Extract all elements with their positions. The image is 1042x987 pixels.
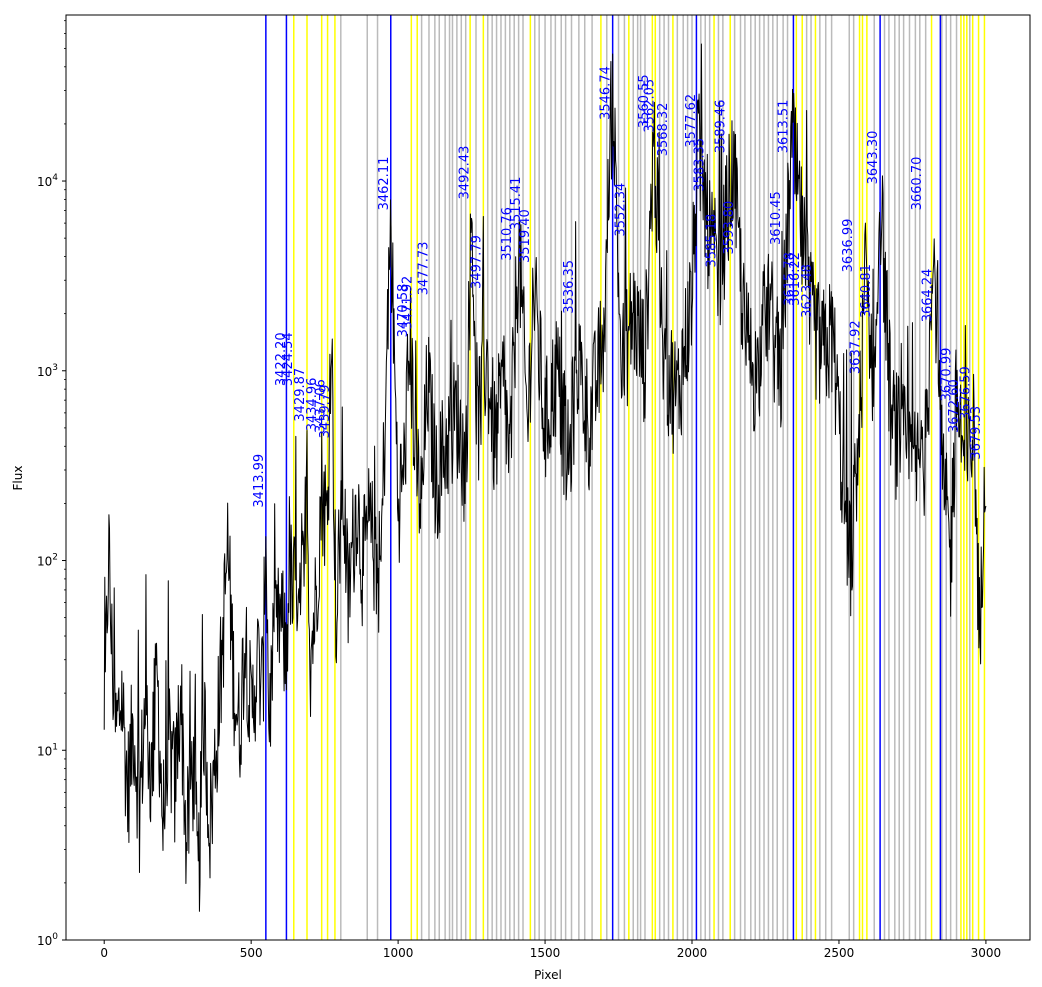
- x-tick-label: 1500: [530, 946, 561, 960]
- line-label: 3536.35: [562, 260, 577, 314]
- x-tick-label: 0: [100, 946, 108, 960]
- line-label: 3593.80: [722, 201, 737, 255]
- line-label: 3615.78: [782, 252, 797, 306]
- line-label: 3462.11: [377, 157, 392, 211]
- line-label: 3422.20: [274, 332, 289, 386]
- line-label: 3643.30: [866, 131, 881, 185]
- spectrum-layer: [103, 43, 987, 912]
- x-axis-label: Pixel: [534, 968, 562, 982]
- line-label: 3429.87: [293, 368, 308, 422]
- y-axis-label: Flux: [11, 466, 25, 491]
- x-tick-label: 1000: [383, 946, 414, 960]
- line-label: 3672.60: [947, 379, 962, 433]
- x-tick-label: 500: [240, 946, 263, 960]
- line-label: 3519.40: [518, 209, 533, 263]
- line-label: 3434.96: [305, 378, 320, 432]
- line-label: 3546.74: [599, 66, 614, 120]
- line-label: 3552.34: [613, 183, 628, 237]
- line-label: 3670.99: [940, 348, 955, 402]
- line-label: 3577.62: [684, 94, 699, 148]
- x-tick-label: 2000: [677, 946, 708, 960]
- line-label: 3610.45: [769, 191, 784, 245]
- line-label: 3660.70: [910, 157, 925, 211]
- line-label: 3471.92: [400, 276, 415, 330]
- line-label: 3664.24: [921, 269, 936, 323]
- x-axis-ticks: 0 500 1000 1500 2000 2500 3000: [100, 940, 1001, 960]
- line-label: 3585.18: [705, 214, 720, 268]
- plot-frame: [65, 14, 1031, 941]
- line-label: 3437.06: [314, 379, 329, 433]
- line-label: 3424.54: [281, 332, 296, 386]
- line-label: 3637.92: [849, 320, 864, 374]
- x-tick-label: 2500: [824, 946, 855, 960]
- line-label: 3510.76: [500, 207, 515, 261]
- line-label: 3492.43: [458, 146, 473, 200]
- line-label: 3623.48: [800, 264, 815, 318]
- line-label: 3562.05: [643, 79, 658, 133]
- line-label: 3640.81: [859, 264, 874, 318]
- line-label: 3613.51: [777, 100, 792, 154]
- line-label: 3497.79: [469, 235, 484, 289]
- line-label: 3583.35: [693, 138, 708, 192]
- line-labels-layer: 3413.99 3422.203424.543429.873434.963437.…: [252, 66, 984, 507]
- line-label: 3470.58: [396, 284, 411, 338]
- line-label: 3560.55: [637, 74, 652, 128]
- line-label: 3616.22: [788, 252, 803, 306]
- x-tick-label: 3000: [971, 946, 1002, 960]
- line-label: 3589.46: [713, 100, 728, 154]
- spectrum-trace: [103, 43, 987, 912]
- line-label: 3636.99: [841, 219, 856, 273]
- line-label: 3568.32: [656, 103, 671, 157]
- line-label: 3676.59: [959, 366, 974, 420]
- line-label: 3413.99: [252, 454, 267, 508]
- line-label: 3477.73: [416, 242, 431, 296]
- line-label: 3515.41: [509, 177, 524, 231]
- line-label: 3439.79: [318, 385, 333, 439]
- line-label: 3679.53: [969, 406, 984, 460]
